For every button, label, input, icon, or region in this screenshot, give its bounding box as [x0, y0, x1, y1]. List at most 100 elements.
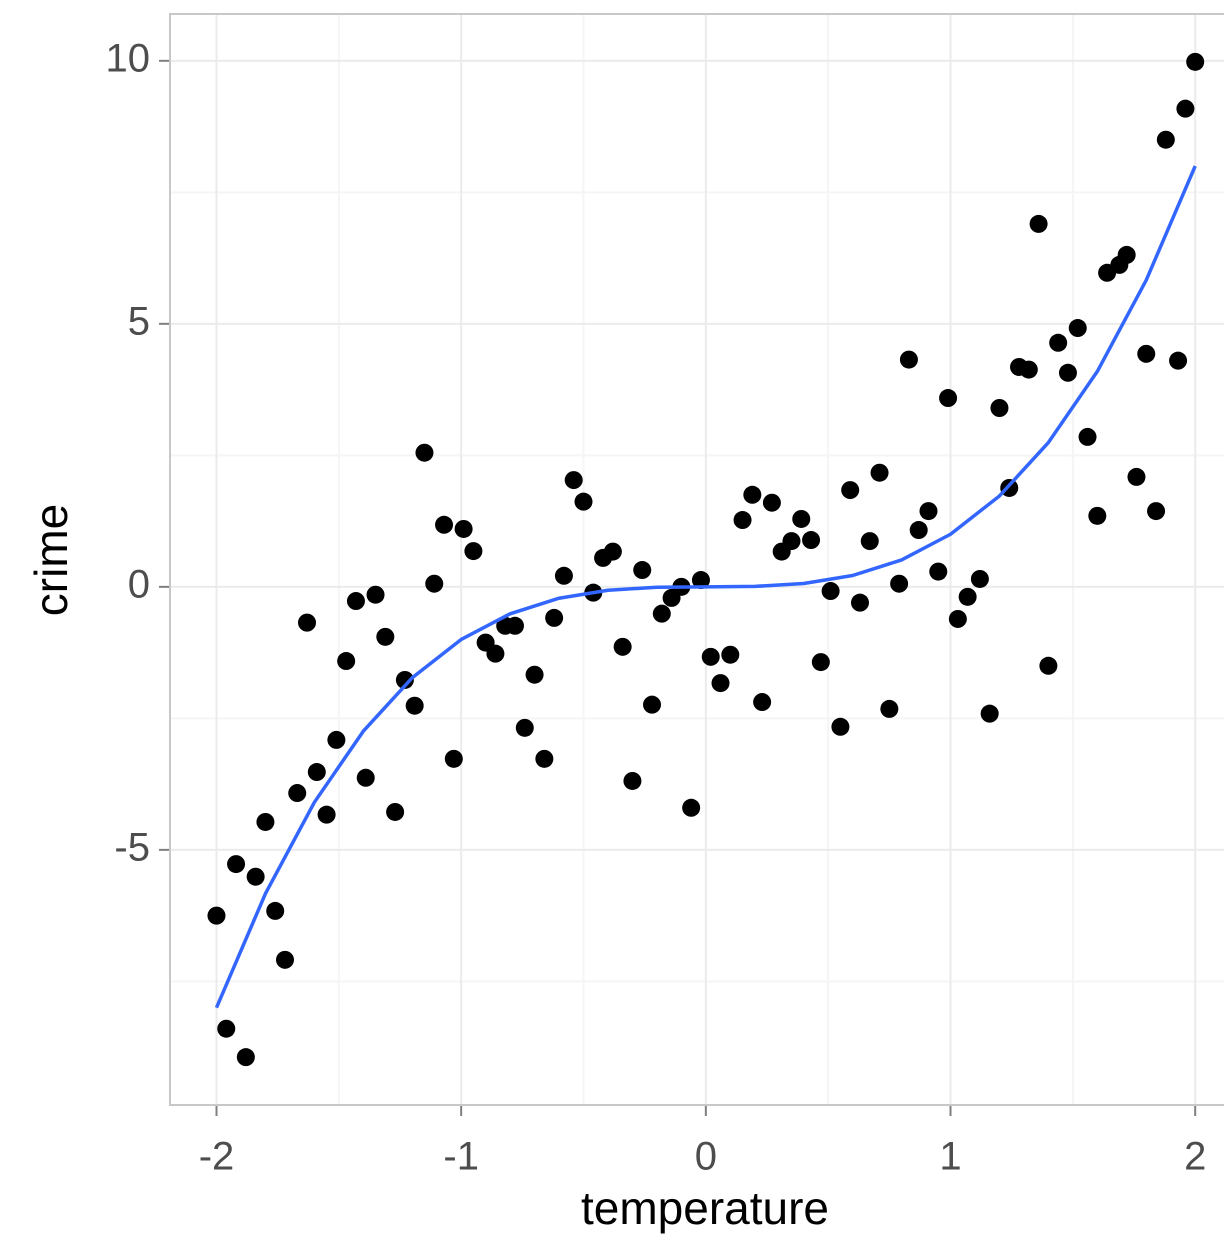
- data-point: [574, 492, 593, 511]
- data-point: [603, 542, 622, 561]
- y-tick-label: 10: [106, 36, 151, 80]
- data-point: [821, 582, 840, 601]
- data-point: [554, 566, 573, 585]
- data-point: [919, 502, 938, 521]
- data-point: [980, 704, 999, 723]
- data-point: [1039, 656, 1058, 675]
- data-point: [525, 665, 544, 684]
- data-point: [831, 717, 850, 736]
- data-point: [395, 670, 414, 689]
- data-point: [1068, 319, 1087, 338]
- data-point: [246, 867, 265, 886]
- data-point: [444, 749, 463, 768]
- data-point: [425, 574, 444, 593]
- data-point: [535, 749, 554, 768]
- data-point: [623, 771, 642, 790]
- y-tick-label: 0: [128, 562, 150, 606]
- data-point: [899, 350, 918, 369]
- data-point: [454, 519, 473, 538]
- data-point: [762, 493, 781, 512]
- data-point: [701, 647, 720, 666]
- x-tick-label: 0: [695, 1135, 717, 1179]
- data-point: [564, 471, 583, 490]
- data-point: [1049, 333, 1068, 352]
- data-point: [464, 542, 483, 561]
- data-point: [890, 574, 909, 593]
- data-point: [929, 562, 948, 581]
- y-axis-title: crime: [25, 504, 77, 616]
- data-point: [337, 652, 356, 671]
- data-point: [405, 696, 424, 715]
- x-tick-label: 2: [1184, 1135, 1206, 1179]
- data-point: [909, 521, 928, 540]
- data-point: [275, 950, 294, 969]
- data-point: [948, 609, 967, 628]
- data-point: [346, 592, 365, 611]
- y-tick-label: 5: [128, 299, 150, 343]
- x-axis-title: temperature: [581, 1182, 829, 1234]
- data-point: [1029, 214, 1048, 233]
- data-point: [880, 699, 899, 718]
- data-point: [317, 805, 336, 824]
- data-point: [682, 798, 701, 817]
- data-point: [327, 730, 346, 749]
- data-point: [802, 531, 821, 550]
- x-tick-label: 1: [939, 1135, 961, 1179]
- data-point: [652, 604, 671, 623]
- data-point: [792, 509, 811, 528]
- data-point: [711, 674, 730, 693]
- data-point: [307, 763, 326, 782]
- data-point: [435, 515, 454, 534]
- data-point: [1058, 363, 1077, 382]
- data-point: [415, 443, 434, 462]
- data-point: [1156, 130, 1175, 149]
- data-point: [288, 784, 307, 803]
- data-point: [256, 812, 275, 831]
- data-point: [1088, 506, 1107, 525]
- data-point: [1078, 427, 1097, 446]
- data-point: [990, 399, 1009, 418]
- data-point: [515, 718, 534, 737]
- data-point: [691, 571, 710, 590]
- data-point: [298, 613, 317, 632]
- fit-line: [214, 165, 1197, 1009]
- data-point: [841, 481, 860, 500]
- data-point: [1127, 467, 1146, 486]
- data-point: [753, 693, 772, 712]
- data-point: [613, 637, 632, 656]
- data-point: [386, 802, 405, 821]
- data-point: [356, 768, 375, 787]
- data-point: [1176, 99, 1195, 118]
- data-point: [1147, 502, 1166, 521]
- data-point: [733, 511, 752, 530]
- data-point: [850, 593, 869, 612]
- data-point: [860, 532, 879, 551]
- data-point: [811, 653, 830, 672]
- data-point: [958, 587, 977, 606]
- data-point: [721, 645, 740, 664]
- data-point: [376, 627, 395, 646]
- data-point: [1186, 52, 1205, 71]
- data-point: [1169, 351, 1188, 370]
- plot-border: [169, 13, 1224, 1106]
- data-point: [1137, 344, 1156, 363]
- data-point: [643, 695, 662, 714]
- data-point: [970, 569, 989, 588]
- data-point: [1019, 360, 1038, 379]
- data-point: [1117, 245, 1136, 264]
- data-point: [227, 855, 246, 874]
- data-point: [366, 585, 385, 604]
- data-point: [217, 1019, 236, 1038]
- data-point: [266, 901, 285, 920]
- data-point: [743, 485, 762, 504]
- data-point: [782, 532, 801, 551]
- data-point: [505, 616, 524, 635]
- data-point: [545, 608, 564, 627]
- data-point: [207, 906, 226, 925]
- x-tick-label: -2: [199, 1135, 235, 1179]
- data-point: [633, 561, 652, 580]
- plot-background: [170, 14, 1224, 1105]
- y-tick-label: -5: [114, 825, 150, 869]
